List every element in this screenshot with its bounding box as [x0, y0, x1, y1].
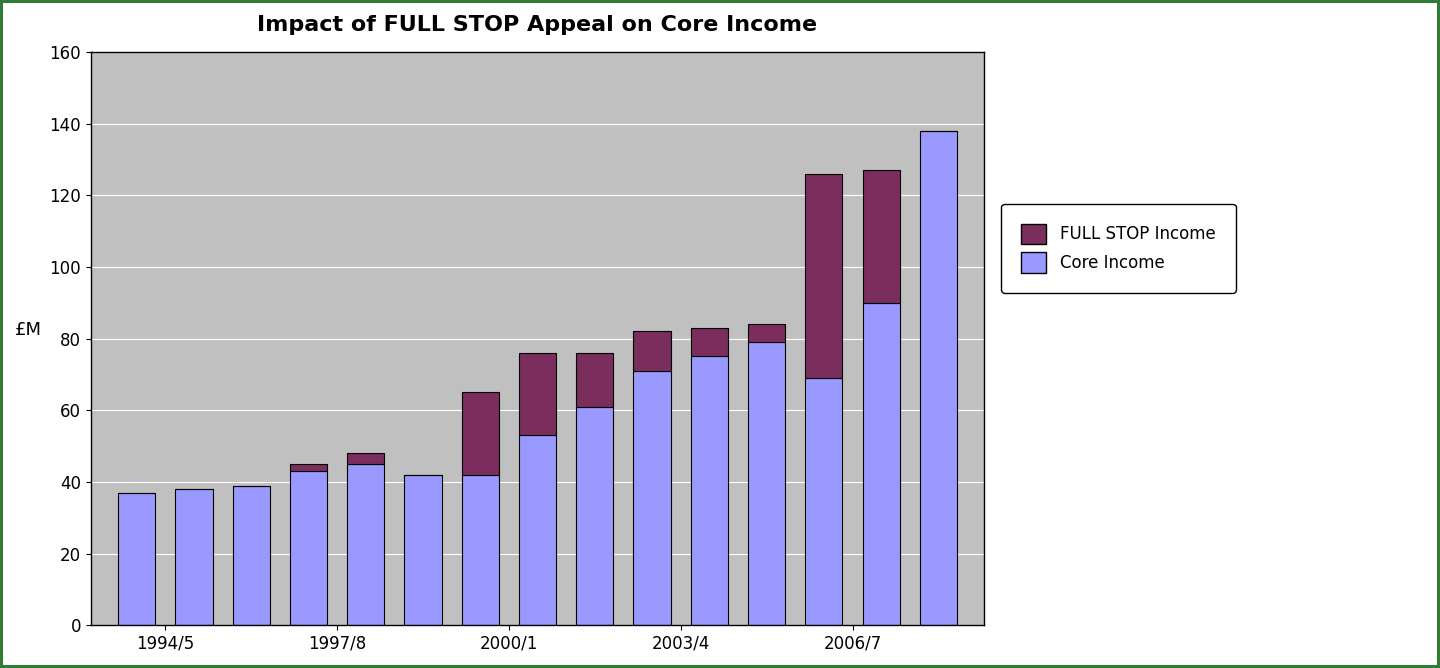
Bar [347, 454, 384, 464]
Bar [118, 493, 156, 625]
Bar [747, 324, 785, 342]
Bar [691, 357, 729, 625]
Bar [518, 436, 556, 625]
Bar [232, 486, 269, 625]
Bar [347, 464, 384, 625]
Y-axis label: £M: £M [14, 321, 42, 339]
Bar [920, 131, 958, 625]
Bar [805, 378, 842, 625]
Bar [805, 174, 842, 378]
Bar [518, 353, 556, 436]
Bar [747, 342, 785, 625]
Bar [176, 489, 213, 625]
Bar [576, 353, 613, 407]
Legend: FULL STOP Income, Core Income: FULL STOP Income, Core Income [1001, 204, 1236, 293]
Bar [691, 328, 729, 357]
Title: Impact of FULL STOP Appeal on Core Income: Impact of FULL STOP Appeal on Core Incom… [258, 15, 818, 35]
Bar [289, 464, 327, 471]
Bar [634, 331, 671, 371]
Bar [462, 392, 498, 475]
Bar [405, 475, 442, 625]
Bar [462, 475, 498, 625]
Bar [863, 170, 900, 303]
Bar [576, 407, 613, 625]
Bar [289, 471, 327, 625]
Bar [863, 303, 900, 625]
Bar [634, 371, 671, 625]
